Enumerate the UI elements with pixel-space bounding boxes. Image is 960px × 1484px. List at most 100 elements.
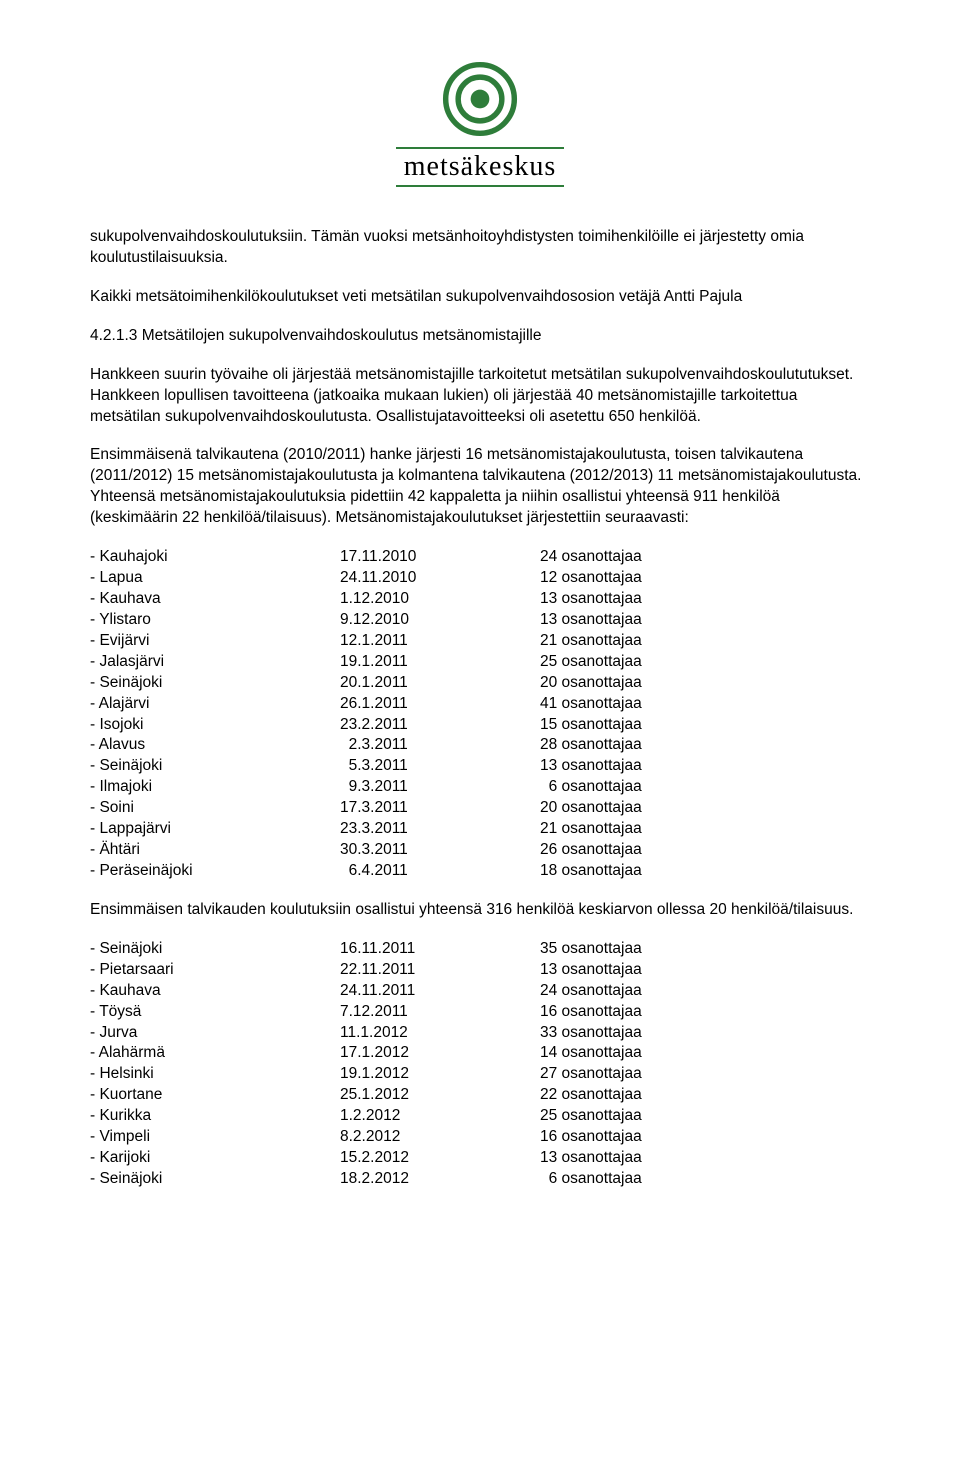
date-cell: 7.12.2011	[340, 1002, 540, 1023]
table-row: - Seinäjoki 5.3.201113 osanottajaa	[90, 756, 870, 777]
place-cell: - Seinäjoki	[90, 1169, 340, 1190]
date-cell: 23.3.2011	[340, 819, 540, 840]
table-row: - Kuortane25.1.201222 osanottajaa	[90, 1085, 870, 1106]
date-cell: 26.1.2011	[340, 694, 540, 715]
date-cell: 24.11.2010	[340, 568, 540, 589]
attendees-cell: 13 osanottajaa	[540, 960, 870, 981]
date-cell: 17.11.2010	[340, 547, 540, 568]
attendees-cell: 25 osanottajaa	[540, 652, 870, 673]
logo: metsäkeskus	[90, 60, 870, 187]
target-icon	[441, 60, 519, 138]
table-row: - Seinäjoki20.1.201120 osanottajaa	[90, 673, 870, 694]
attendees-cell: 15 osanottajaa	[540, 715, 870, 736]
place-cell: - Kauhava	[90, 981, 340, 1002]
attendees-cell: 13 osanottajaa	[540, 756, 870, 777]
attendees-cell: 20 osanottajaa	[540, 798, 870, 819]
table-row: - Peräseinäjoki 6.4.201118 osanottajaa	[90, 861, 870, 882]
place-cell: - Ilmajoki	[90, 777, 340, 798]
attendees-cell: 26 osanottajaa	[540, 840, 870, 861]
table-row: - Vimpeli8.2.201216 osanottajaa	[90, 1127, 870, 1148]
place-cell: - Ylistaro	[90, 610, 340, 631]
table-row: - Kurikka1.2.201225 osanottajaa	[90, 1106, 870, 1127]
date-cell: 24.11.2011	[340, 981, 540, 1002]
place-cell: - Lapua	[90, 568, 340, 589]
table-row: - Helsinki19.1.201227 osanottajaa	[90, 1064, 870, 1085]
logo-text: metsäkeskus	[396, 147, 565, 187]
attendees-cell: 21 osanottajaa	[540, 631, 870, 652]
place-cell: - Vimpeli	[90, 1127, 340, 1148]
table-row: - Karijoki15.2.201213 osanottajaa	[90, 1148, 870, 1169]
date-cell: 1.12.2010	[340, 589, 540, 610]
attendees-cell: 24 osanottajaa	[540, 547, 870, 568]
attendees-cell: 6 osanottajaa	[540, 777, 870, 798]
attendees-cell: 28 osanottajaa	[540, 735, 870, 756]
date-cell: 17.1.2012	[340, 1043, 540, 1064]
attendees-cell: 25 osanottajaa	[540, 1106, 870, 1127]
event-table-2: - Seinäjoki16.11.201135 osanottajaa- Pie…	[90, 939, 870, 1190]
attendees-cell: 22 osanottajaa	[540, 1085, 870, 1106]
place-cell: - Töysä	[90, 1002, 340, 1023]
attendees-cell: 16 osanottajaa	[540, 1002, 870, 1023]
table-row: - Seinäjoki18.2.2012 6 osanottajaa	[90, 1169, 870, 1190]
attendees-cell: 24 osanottajaa	[540, 981, 870, 1002]
place-cell: - Kuortane	[90, 1085, 340, 1106]
attendees-cell: 33 osanottajaa	[540, 1023, 870, 1044]
place-cell: - Alavus	[90, 735, 340, 756]
attendees-cell: 27 osanottajaa	[540, 1064, 870, 1085]
table-row: - Töysä7.12.201116 osanottajaa	[90, 1002, 870, 1023]
attendees-cell: 21 osanottajaa	[540, 819, 870, 840]
table-row: - Lapua24.11.201012 osanottajaa	[90, 568, 870, 589]
place-cell: - Kurikka	[90, 1106, 340, 1127]
table-row: - Kauhajoki17.11.201024 osanottajaa	[90, 547, 870, 568]
date-cell: 18.2.2012	[340, 1169, 540, 1190]
table-row: - Pietarsaari22.11.201113 osanottajaa	[90, 960, 870, 981]
place-cell: - Lappajärvi	[90, 819, 340, 840]
attendees-cell: 14 osanottajaa	[540, 1043, 870, 1064]
table-row: - Ylistaro9.12.201013 osanottajaa	[90, 610, 870, 631]
attendees-cell: 16 osanottajaa	[540, 1127, 870, 1148]
place-cell: - Soini	[90, 798, 340, 819]
table-row: - Kauhava1.12.201013 osanottajaa	[90, 589, 870, 610]
place-cell: - Jalasjärvi	[90, 652, 340, 673]
place-cell: - Ähtäri	[90, 840, 340, 861]
place-cell: - Seinäjoki	[90, 756, 340, 777]
date-cell: 5.3.2011	[340, 756, 540, 777]
paragraph: Ensimmäisen talvikauden koulutuksiin osa…	[90, 900, 870, 921]
place-cell: - Kauhava	[90, 589, 340, 610]
date-cell: 15.2.2012	[340, 1148, 540, 1169]
date-cell: 16.11.2011	[340, 939, 540, 960]
table-row: - Jalasjärvi19.1.201125 osanottajaa	[90, 652, 870, 673]
date-cell: 9.12.2010	[340, 610, 540, 631]
date-cell: 8.2.2012	[340, 1127, 540, 1148]
place-cell: - Peräseinäjoki	[90, 861, 340, 882]
place-cell: - Isojoki	[90, 715, 340, 736]
place-cell: - Evijärvi	[90, 631, 340, 652]
place-cell: - Pietarsaari	[90, 960, 340, 981]
table-row: - Seinäjoki16.11.201135 osanottajaa	[90, 939, 870, 960]
table-row: - Evijärvi12.1.201121 osanottajaa	[90, 631, 870, 652]
date-cell: 1.2.2012	[340, 1106, 540, 1127]
date-cell: 20.1.2011	[340, 673, 540, 694]
attendees-cell: 13 osanottajaa	[540, 1148, 870, 1169]
table-row: - Ilmajoki 9.3.2011 6 osanottajaa	[90, 777, 870, 798]
date-cell: 12.1.2011	[340, 631, 540, 652]
attendees-cell: 18 osanottajaa	[540, 861, 870, 882]
section-heading: 4.2.1.3 Metsätilojen sukupolvenvaihdosko…	[90, 326, 870, 347]
attendees-cell: 13 osanottajaa	[540, 589, 870, 610]
attendees-cell: 6 osanottajaa	[540, 1169, 870, 1190]
paragraph: Kaikki metsätoimihenkilökoulutukset veti…	[90, 287, 870, 308]
table-row: - Alajärvi26.1.201141 osanottajaa	[90, 694, 870, 715]
paragraph: Ensimmäisenä talvikautena (2010/2011) ha…	[90, 445, 870, 529]
table-row: - Alahärmä17.1.201214 osanottajaa	[90, 1043, 870, 1064]
attendees-cell: 35 osanottajaa	[540, 939, 870, 960]
table-row: - Soini17.3.201120 osanottajaa	[90, 798, 870, 819]
place-cell: - Seinäjoki	[90, 673, 340, 694]
date-cell: 23.2.2011	[340, 715, 540, 736]
table-row: - Ähtäri30.3.201126 osanottajaa	[90, 840, 870, 861]
date-cell: 2.3.2011	[340, 735, 540, 756]
place-cell: - Kauhajoki	[90, 547, 340, 568]
attendees-cell: 13 osanottajaa	[540, 610, 870, 631]
table-row: - Kauhava24.11.201124 osanottajaa	[90, 981, 870, 1002]
place-cell: - Karijoki	[90, 1148, 340, 1169]
logo-text-wrap: metsäkeskus	[90, 143, 870, 187]
